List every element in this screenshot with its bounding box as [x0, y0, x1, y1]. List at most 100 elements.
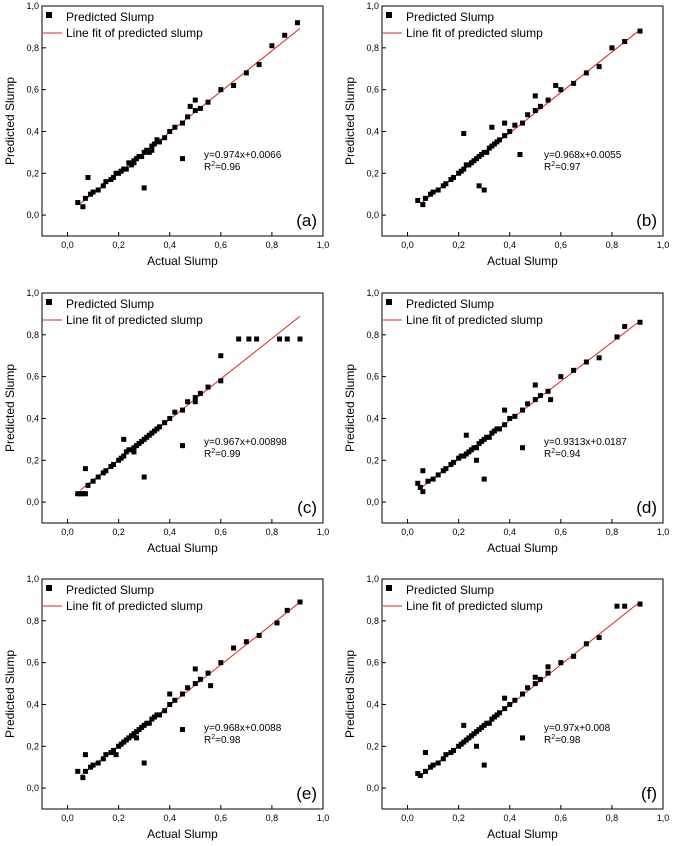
- y-tick-label: 1,0: [26, 1, 39, 11]
- y-tick-label: 1,0: [366, 288, 379, 298]
- data-point: [274, 620, 280, 626]
- fit-equation: y=0.968x+0.0088: [204, 723, 282, 734]
- data-point: [157, 139, 163, 145]
- data-point: [154, 426, 160, 432]
- x-tick-label: 0,0: [401, 813, 414, 823]
- scatter-panel: 0,0 0,2 0,4 0,6 0,8 1,0 0,0 0,2 0,4 0,6 0,8 1,0 Actu…: [343, 1, 669, 268]
- data-point: [430, 476, 436, 482]
- r-squared-value: =0.94: [555, 449, 581, 460]
- data-point: [466, 449, 472, 455]
- legend-marker-square: [46, 585, 52, 591]
- data-point: [425, 478, 431, 484]
- data-point: [486, 434, 492, 440]
- data-point: [476, 154, 482, 160]
- y-tick-label: 0,0: [26, 497, 39, 507]
- legend-marker-square: [386, 299, 392, 305]
- data-point: [458, 168, 464, 174]
- data-point: [180, 120, 185, 126]
- legend: Predicted Slump Line fit of predicted slu…: [383, 583, 543, 613]
- data-point: [297, 336, 303, 342]
- data-point: [548, 397, 554, 403]
- data-point: [502, 706, 508, 712]
- y-tick-label: 0,6: [366, 372, 379, 382]
- data-point: [121, 739, 127, 745]
- data-point: [172, 124, 178, 130]
- x-axis-label: Actual Slump: [147, 541, 218, 555]
- r-squared-value: =0.97: [555, 162, 581, 173]
- data-point: [246, 336, 252, 342]
- y-tick-label: 0,4: [26, 699, 39, 709]
- x-tick-label: 0,6: [555, 240, 568, 250]
- y-tick-label: 0,6: [366, 85, 379, 95]
- data-point: [443, 752, 449, 758]
- data-point: [481, 149, 487, 155]
- data-points: [415, 28, 643, 208]
- data-point: [243, 70, 249, 76]
- data-point: [282, 32, 288, 38]
- data-point: [243, 639, 249, 645]
- data-points: [75, 20, 300, 210]
- legend-label-fit: Line fit of predicted slump: [66, 599, 203, 613]
- x-axis-label: Actual Slump: [487, 541, 558, 555]
- data-point: [121, 166, 127, 172]
- legend-label-predicted: Predicted Slump: [66, 297, 154, 311]
- data-point: [146, 432, 152, 438]
- r-squared: R2=0.98: [544, 734, 581, 746]
- legend-marker-square: [46, 12, 52, 18]
- r-squared-label: R: [544, 162, 551, 173]
- data-point: [180, 691, 185, 697]
- fit-equation: y=0.967x+0.00898: [204, 437, 287, 448]
- y-axis-label: Predicted Slump: [343, 77, 357, 165]
- y-tick-label: 0,2: [26, 168, 39, 178]
- data-point: [123, 166, 129, 172]
- x-tick-label: 0,0: [401, 240, 414, 250]
- data-point: [236, 336, 242, 342]
- r-squared-label: R: [544, 449, 551, 460]
- data-point: [172, 409, 178, 415]
- data-point: [537, 392, 543, 398]
- data-point: [126, 160, 132, 166]
- y-tick-label: 0,4: [366, 126, 379, 136]
- scatter-panel: 0,0 0,2 0,4 0,6 0,8 1,0 0,0 0,2 0,4 0,6 0,8 1,0 Actu…: [343, 574, 669, 841]
- data-point: [481, 762, 487, 768]
- data-point: [545, 664, 551, 670]
- x-tick-label: 0,4: [503, 240, 516, 250]
- data-point: [463, 451, 469, 457]
- data-point: [167, 691, 173, 697]
- data-point: [231, 82, 237, 88]
- data-point: [448, 461, 454, 467]
- data-point: [440, 183, 446, 189]
- data-point: [284, 607, 290, 613]
- data-point: [108, 464, 114, 470]
- data-point: [583, 359, 589, 365]
- data-point: [502, 120, 508, 126]
- data-point: [507, 128, 513, 134]
- x-tick-label: 0,2: [112, 527, 125, 537]
- fit-equation: y=0.974x+0.0066: [204, 150, 282, 161]
- data-point: [486, 145, 492, 151]
- data-point: [525, 401, 531, 407]
- data-point: [489, 430, 495, 436]
- data-point: [481, 476, 487, 482]
- data-point: [545, 97, 551, 103]
- r-squared-label: R: [544, 735, 551, 746]
- data-point: [75, 491, 81, 497]
- data-point: [121, 436, 127, 442]
- data-points: [415, 601, 643, 779]
- legend-label-fit: Line fit of predicted slump: [406, 599, 543, 613]
- data-point: [512, 413, 518, 419]
- data-point: [517, 151, 523, 157]
- x-tick-label: 0,6: [215, 240, 228, 250]
- r-squared-exponent: 2: [551, 161, 555, 168]
- data-point: [185, 399, 191, 405]
- data-point: [486, 720, 492, 726]
- data-points: [415, 319, 643, 495]
- plot-frame: [41, 292, 324, 524]
- data-point: [479, 151, 485, 157]
- x-tick-label: 0,4: [163, 813, 176, 823]
- data-point: [520, 445, 525, 451]
- data-point: [502, 422, 508, 428]
- data-point: [448, 177, 454, 183]
- y-tick-label: 0,6: [26, 658, 39, 668]
